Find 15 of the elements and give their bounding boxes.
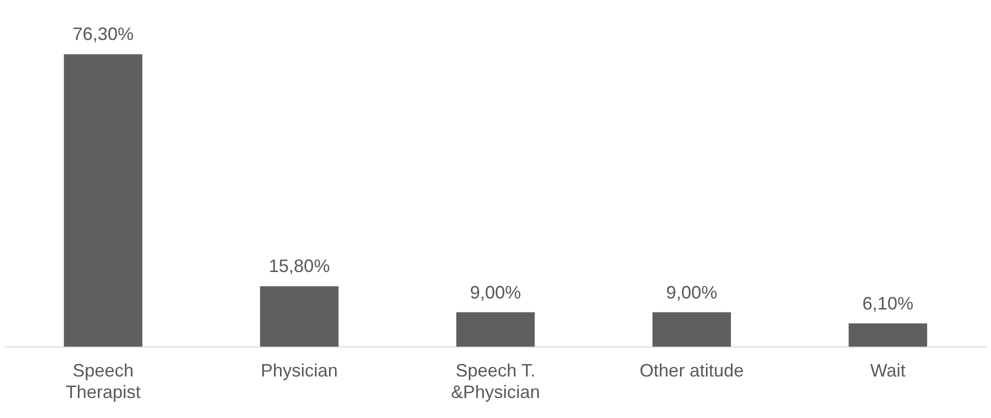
data-label: 9,00% bbox=[666, 282, 718, 302]
x-tick-label: Other atitude bbox=[640, 360, 744, 381]
data-label: 9,00% bbox=[470, 282, 522, 302]
bar bbox=[260, 286, 339, 347]
data-label: 76,30% bbox=[72, 24, 134, 44]
bar bbox=[652, 312, 731, 347]
x-tick-label: Speech Therapist bbox=[66, 360, 141, 402]
bar bbox=[848, 323, 928, 347]
x-tick-label: Wait bbox=[870, 360, 906, 381]
x-tick-label: Physician bbox=[260, 360, 338, 381]
bar bbox=[456, 312, 535, 347]
data-label: 15,80% bbox=[268, 256, 330, 276]
x-tick-label: Speech T. &Physician bbox=[450, 360, 540, 402]
data-label: 6,10% bbox=[862, 293, 914, 314]
bar bbox=[64, 54, 142, 347]
